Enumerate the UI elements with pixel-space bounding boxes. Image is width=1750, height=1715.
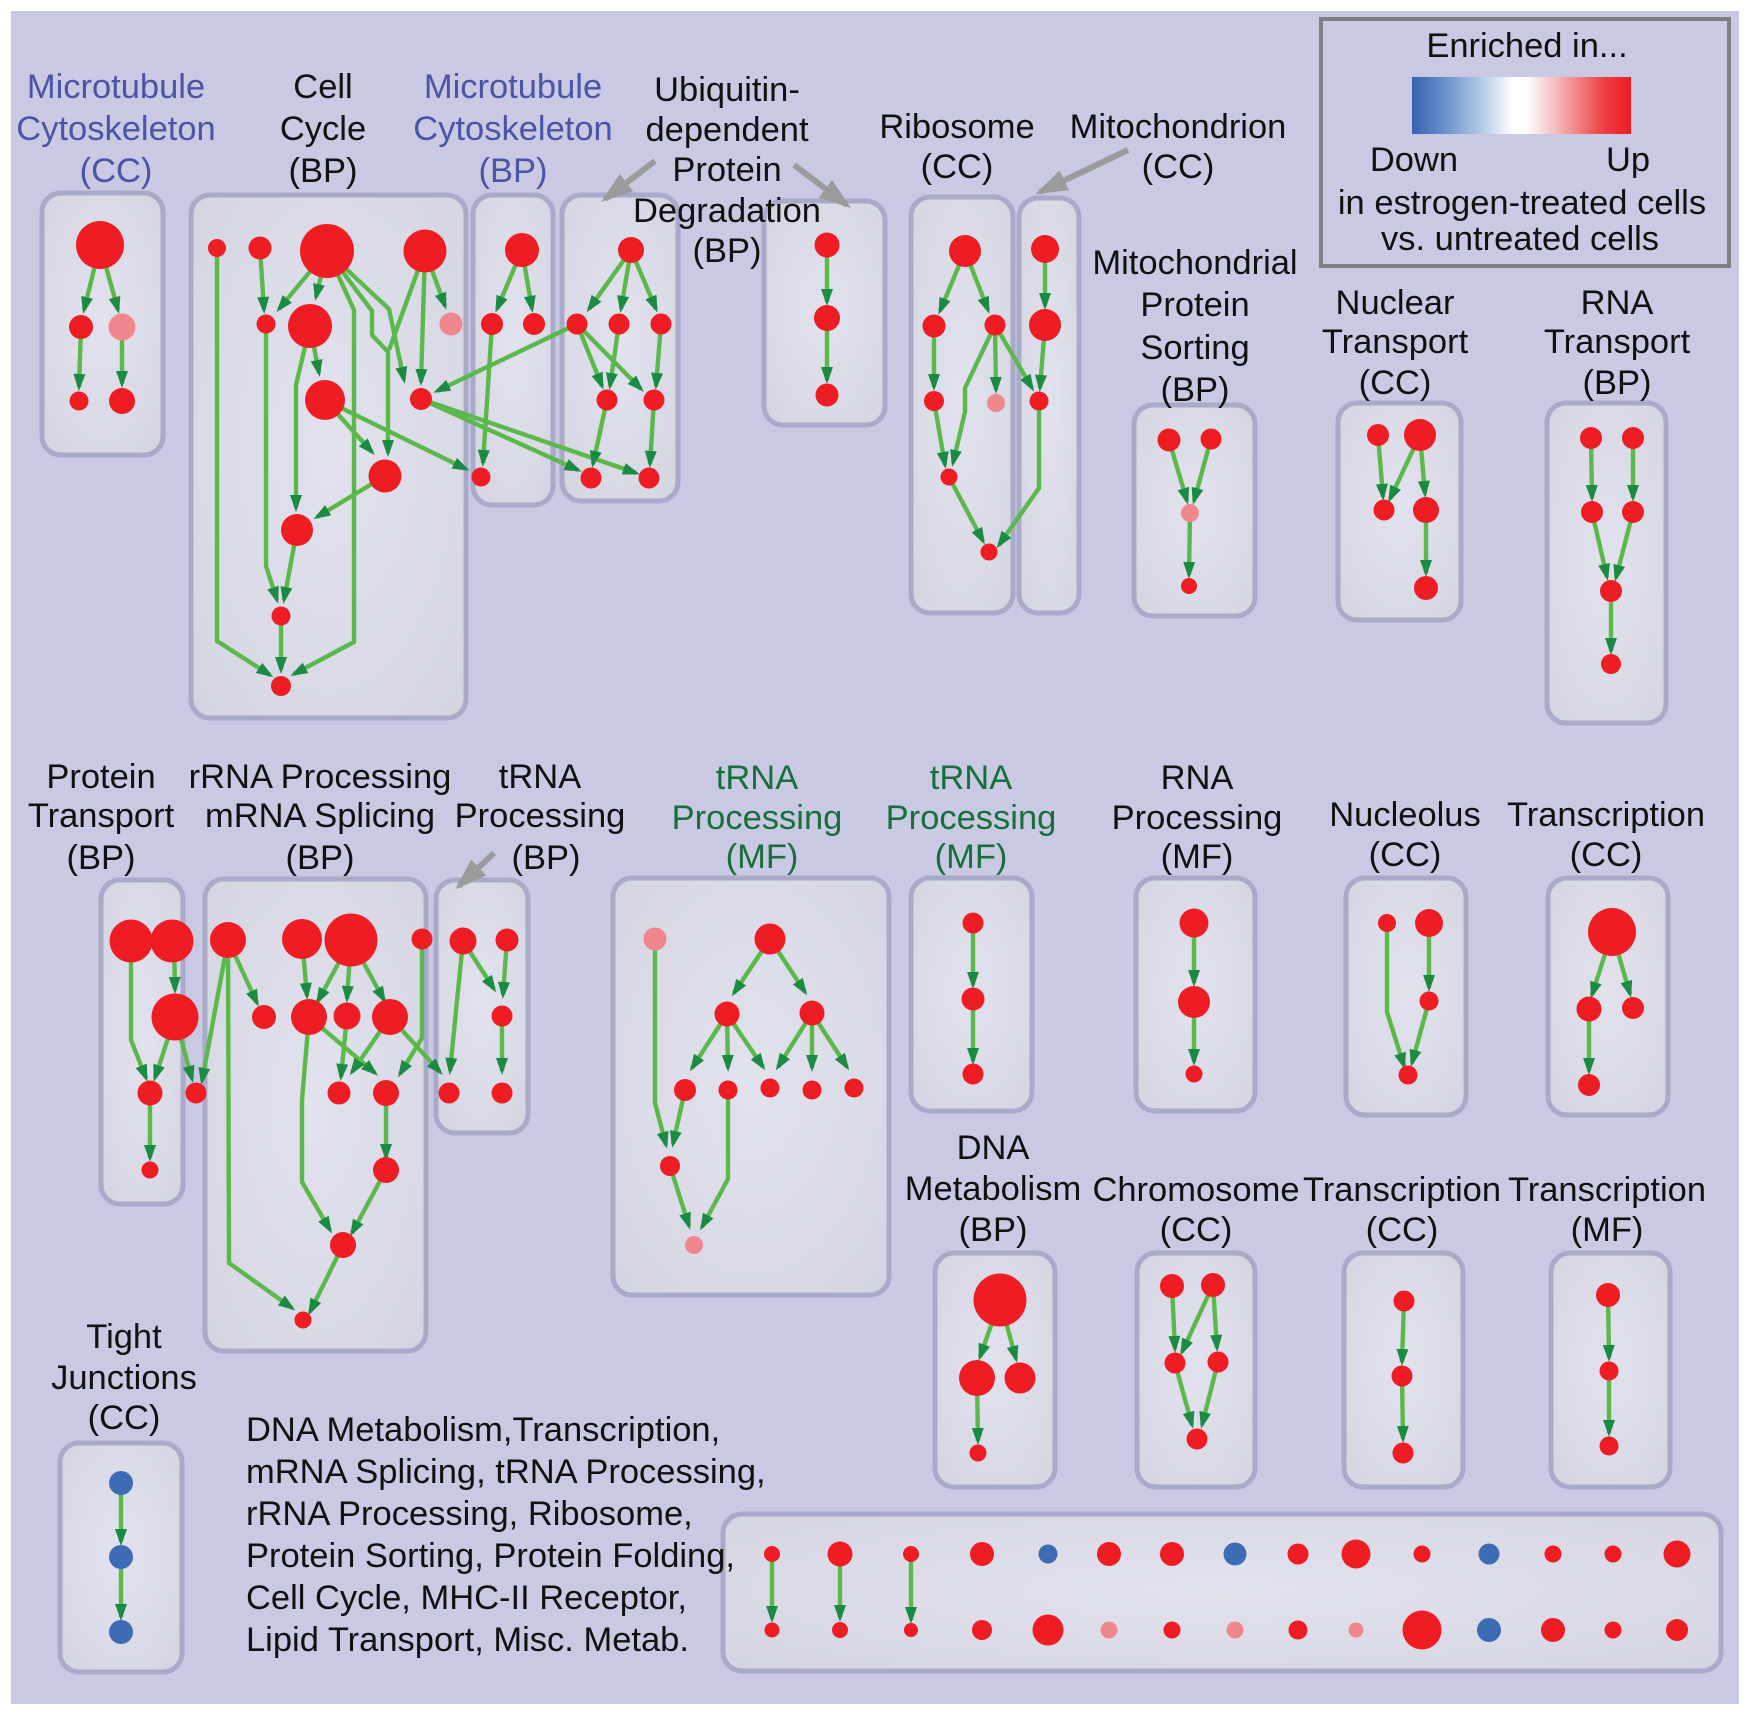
svg-text:RNA: RNA [1581, 284, 1654, 322]
svg-text:(CC): (CC) [921, 148, 994, 186]
svg-text:Junctions: Junctions [51, 1359, 197, 1397]
svg-text:(BP): (BP) [959, 1211, 1028, 1249]
svg-text:(BP): (BP) [693, 232, 762, 270]
svg-text:Transcription: Transcription [1303, 1171, 1501, 1209]
svg-text:Transcription: Transcription [1508, 1171, 1706, 1209]
svg-text:Cycle: Cycle [280, 110, 366, 148]
svg-text:Up: Up [1606, 141, 1650, 179]
svg-text:Cell: Cell [293, 68, 352, 106]
svg-text:dependent: dependent [645, 111, 808, 149]
svg-text:(CC): (CC) [1142, 148, 1215, 186]
svg-text:tRNA: tRNA [716, 759, 798, 797]
svg-text:(BP): (BP) [286, 839, 355, 877]
svg-text:(CC): (CC) [1570, 836, 1643, 874]
svg-text:Cell Cycle, MHC-II Receptor,: Cell Cycle, MHC-II Receptor, [246, 1579, 687, 1617]
svg-text:vs. untreated cells: vs. untreated cells [1381, 220, 1659, 258]
svg-text:Transport: Transport [28, 797, 175, 835]
svg-text:Sorting: Sorting [1140, 329, 1249, 367]
svg-text:Cytoskeleton: Cytoskeleton [413, 110, 612, 148]
svg-text:DNA Metabolism,Transcription,: DNA Metabolism,Transcription, [246, 1411, 720, 1449]
svg-text:(BP): (BP) [289, 152, 358, 190]
svg-text:Processing: Processing [1112, 799, 1283, 837]
svg-text:Processing: Processing [886, 799, 1057, 837]
svg-text:Transcription: Transcription [1507, 796, 1705, 834]
svg-text:(BP): (BP) [479, 152, 548, 190]
svg-text:Metabolism: Metabolism [905, 1170, 1081, 1208]
svg-text:(MF): (MF) [1571, 1211, 1644, 1249]
svg-text:(MF): (MF) [935, 838, 1008, 876]
svg-text:(BP): (BP) [512, 839, 581, 877]
svg-text:Nuclear: Nuclear [1336, 284, 1455, 322]
svg-text:Microtubule: Microtubule [27, 68, 205, 106]
svg-text:Down: Down [1370, 141, 1458, 179]
svg-text:Transport: Transport [1544, 323, 1691, 361]
svg-text:Chromosome: Chromosome [1092, 1171, 1299, 1209]
svg-text:Processing: Processing [455, 797, 626, 835]
svg-text:Tight: Tight [86, 1318, 162, 1356]
svg-text:Degradation: Degradation [633, 192, 821, 230]
svg-text:Enriched in...: Enriched in... [1426, 27, 1627, 65]
svg-text:(CC): (CC) [80, 152, 153, 190]
svg-text:(CC): (CC) [88, 1399, 161, 1437]
svg-text:(BP): (BP) [1583, 364, 1652, 402]
svg-text:(CC): (CC) [1366, 1211, 1439, 1249]
svg-text:(MF): (MF) [726, 838, 799, 876]
svg-text:Protein Sorting, Protein Foldi: Protein Sorting, Protein Folding, [246, 1537, 735, 1575]
svg-text:tRNA: tRNA [930, 759, 1012, 797]
svg-text:Cytoskeleton: Cytoskeleton [16, 110, 215, 148]
svg-text:Ubiquitin-: Ubiquitin- [654, 71, 800, 109]
svg-text:DNA: DNA [957, 1129, 1030, 1167]
svg-text:Lipid Transport, Misc. Metab.: Lipid Transport, Misc. Metab. [246, 1621, 689, 1659]
svg-text:mRNA Splicing, tRNA Processing: mRNA Splicing, tRNA Processing, [246, 1453, 766, 1491]
svg-text:(CC): (CC) [1160, 1211, 1233, 1249]
svg-text:rRNA Processing, Ribosome,: rRNA Processing, Ribosome, [246, 1495, 693, 1533]
svg-text:Processing: Processing [672, 799, 843, 837]
svg-text:Protein: Protein [46, 758, 155, 796]
svg-text:Protein: Protein [1140, 286, 1249, 324]
svg-text:RNA: RNA [1161, 759, 1234, 797]
svg-text:Mitochondrial: Mitochondrial [1092, 244, 1297, 282]
svg-text:rRNA Processing: rRNA Processing [189, 758, 452, 796]
svg-text:(CC): (CC) [1369, 836, 1442, 874]
svg-text:Ribosome: Ribosome [879, 108, 1034, 146]
svg-text:in estrogen-treated cells: in estrogen-treated cells [1338, 184, 1706, 222]
svg-text:Transport: Transport [1322, 323, 1469, 361]
svg-text:Microtubule: Microtubule [424, 68, 602, 106]
svg-text:Protein: Protein [672, 151, 781, 189]
svg-text:(BP): (BP) [1161, 371, 1230, 409]
svg-text:(CC): (CC) [1359, 364, 1432, 402]
svg-text:tRNA: tRNA [499, 758, 581, 796]
svg-text:(MF): (MF) [1161, 838, 1234, 876]
svg-text:Nucleolus: Nucleolus [1329, 796, 1481, 834]
svg-text:mRNA Splicing: mRNA Splicing [205, 797, 435, 835]
svg-text:Mitochondrion: Mitochondrion [1070, 108, 1287, 146]
svg-text:(BP): (BP) [67, 839, 136, 877]
